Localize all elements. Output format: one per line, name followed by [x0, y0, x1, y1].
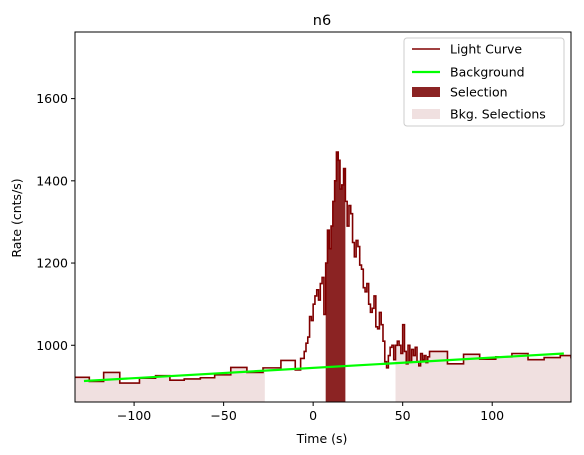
legend-label: Background [450, 65, 525, 80]
light-curve-line [75, 151, 571, 384]
bkg-selection-region-2 [395, 324, 571, 402]
y-tick-label: 1000 [36, 338, 68, 353]
axes: −100 −50 0 50 100 1000 1200 1400 1600 [36, 31, 572, 423]
x-tick-label: 50 [395, 408, 411, 423]
x-tick-label: 0 [309, 408, 317, 423]
x-axis-label: Time (s) [296, 431, 348, 446]
legend-swatch-selection [412, 87, 440, 97]
legend-label: Selection [450, 85, 508, 100]
background-line [83, 352, 564, 383]
y-tick-label: 1400 [36, 173, 68, 188]
x-tick-label: −50 [210, 408, 236, 423]
selection-region [325, 152, 346, 402]
legend-swatch-bkg-selections [412, 109, 440, 119]
legend-label: Bkg. Selections [450, 107, 546, 122]
y-axis-label: Rate (cnts/s) [9, 178, 24, 257]
legend-label: Light Curve [450, 42, 522, 57]
legend-box [403, 37, 565, 127]
plot-frame [74, 31, 572, 403]
bkg-selection-region-1 [75, 367, 265, 402]
x-tick-label: 100 [480, 408, 504, 423]
x-tick-label: −100 [117, 408, 151, 423]
legend: Light Curve Background Selection Bkg. Selec… [403, 37, 565, 127]
y-tick-label: 1200 [36, 256, 68, 271]
plot-area [75, 151, 571, 402]
chart-title: n6 [313, 13, 331, 29]
y-tick-label: 1600 [36, 91, 68, 106]
